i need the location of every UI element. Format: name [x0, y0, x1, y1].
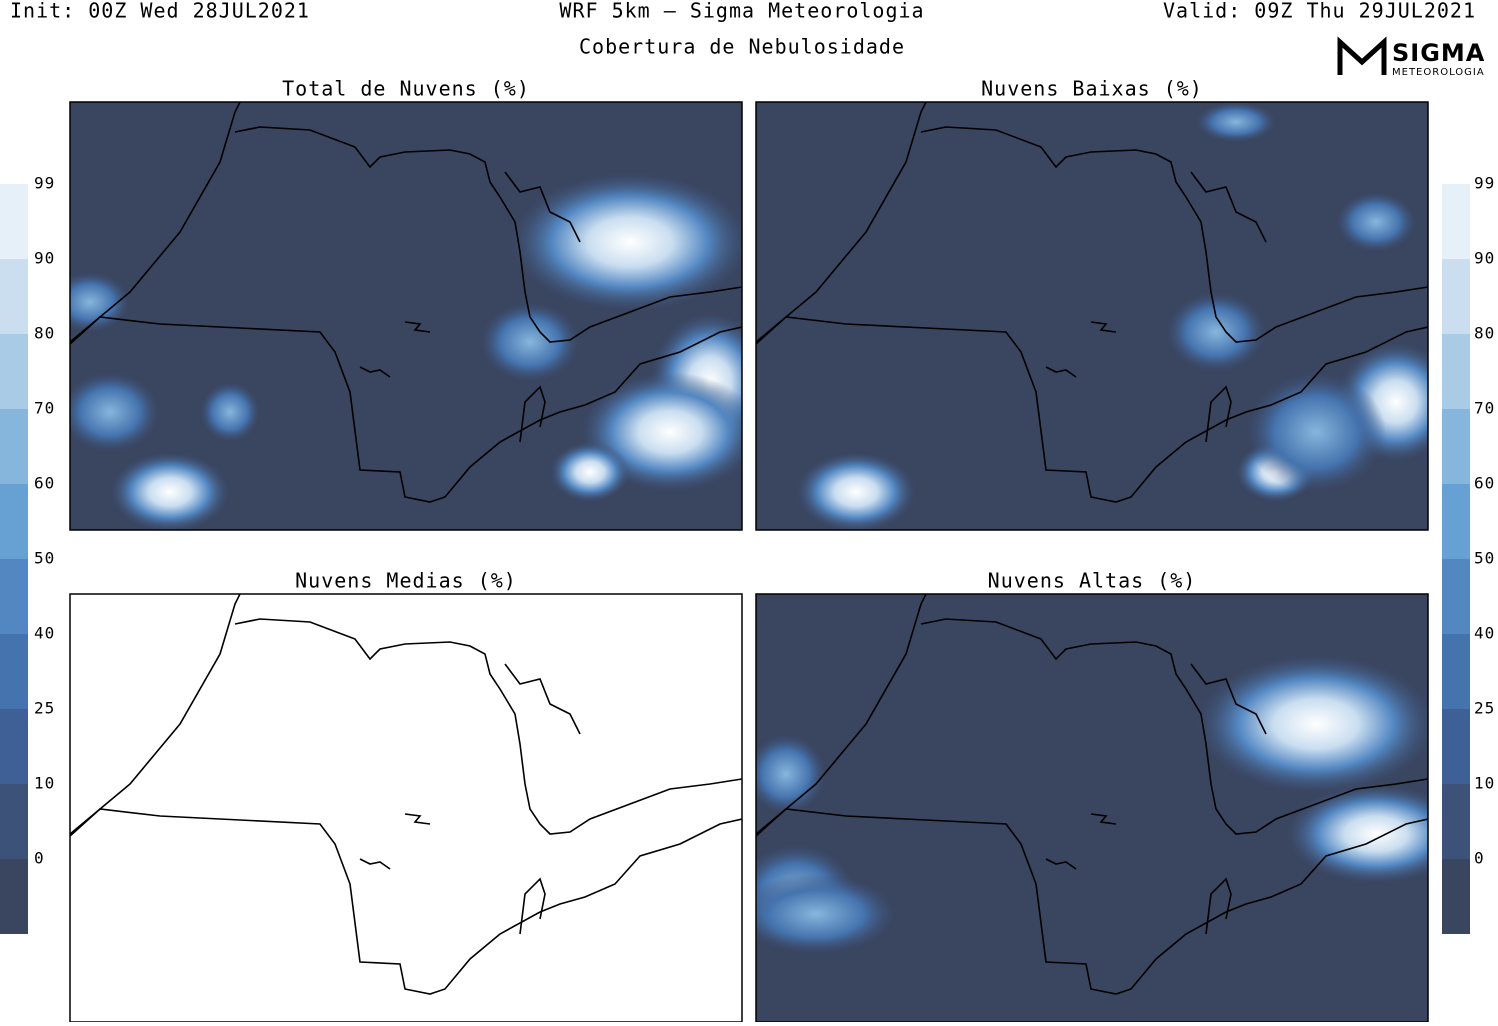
panel-title: Nuvens Altas (%): [988, 569, 1197, 593]
map-panel: Total de Nuvens (%): [69, 77, 743, 531]
colorbar-label: 25: [1474, 699, 1495, 718]
colorbar-band: [0, 709, 28, 784]
cloud-area: [1286, 784, 1428, 884]
colorbar-label: 60: [34, 474, 55, 493]
colorbar-label: 10: [1474, 774, 1495, 793]
colorbar-band: [1442, 859, 1470, 934]
cloud-area: [1246, 372, 1386, 492]
logo-text: SIGMA: [1392, 39, 1485, 67]
cloud-area: [1166, 292, 1266, 372]
colorbar-label: 90: [34, 249, 55, 268]
map-panel: Nuvens Baixas (%): [755, 77, 1429, 531]
colorbar-band: [1442, 259, 1470, 334]
colorbar-band: [0, 259, 28, 334]
map-panel: Nuvens Medias (%): [69, 569, 743, 1023]
subtitle: Cobertura de Nebulosidade: [579, 35, 905, 59]
cloud-area: [1196, 102, 1276, 142]
cloud-area: [1196, 654, 1428, 794]
cloud-area: [550, 442, 630, 502]
cloud-area: [510, 172, 742, 312]
header: Init: 00Z Wed 28JUL2021 WRF 5km — Sigma …: [10, 0, 1485, 78]
colorbar-band: [1442, 334, 1470, 409]
colorbar-label: 50: [34, 549, 55, 568]
colorbar-label: 50: [1474, 549, 1495, 568]
cloud-area: [110, 452, 230, 530]
model-title: WRF 5km — Sigma Meteorologia: [559, 0, 924, 23]
colorbar-band: [0, 859, 28, 934]
colorbar-label: 10: [34, 774, 55, 793]
colorbar-band: [0, 634, 28, 709]
cloud-area: [480, 302, 580, 382]
colorbar-label: 40: [34, 624, 55, 643]
colorbar-band: [1442, 559, 1470, 634]
logo-subtext: METEOROLOGIA: [1392, 67, 1485, 78]
colorbar-label: 80: [34, 324, 55, 343]
colorbar-label: 70: [1474, 399, 1495, 418]
map-panel: Nuvens Altas (%): [755, 569, 1429, 1023]
colorbar-band: [0, 409, 28, 484]
cloud-area: [200, 382, 260, 442]
colorbar-label: 99: [1474, 174, 1495, 193]
colorbar-band: [0, 484, 28, 559]
panel-title: Total de Nuvens (%): [282, 77, 530, 101]
colorbar-label: 0: [1474, 849, 1485, 868]
colorbar-label: 70: [34, 399, 55, 418]
colorbar-band: [1442, 709, 1470, 784]
colorbar-band: [1442, 784, 1470, 859]
colorbar-band: [1442, 634, 1470, 709]
colorbar-label: 60: [1474, 474, 1495, 493]
map-frame: [755, 101, 1429, 531]
init-time: Init: 00Z Wed 28JUL2021: [10, 0, 310, 23]
cloud-area: [796, 452, 916, 530]
colorbar-label: 25: [34, 699, 55, 718]
logo-mark: [1337, 36, 1387, 75]
map-frame: [69, 101, 743, 531]
colorbar-band: [0, 784, 28, 859]
valid-time: Valid: 09Z Thu 29JUL2021: [1163, 0, 1476, 23]
cloud-area: [756, 734, 826, 814]
cloud-area: [70, 372, 160, 452]
panel-title: Nuvens Baixas (%): [981, 77, 1203, 101]
colorbar-label: 80: [1474, 324, 1495, 343]
cloud-area: [70, 272, 130, 332]
colorbar-label: 90: [1474, 249, 1495, 268]
colorbar-label: 40: [1474, 624, 1495, 643]
colorbar-band: [0, 184, 28, 259]
colorbar-label: 0: [34, 849, 45, 868]
colorbar-band: [1442, 484, 1470, 559]
colorbar-band: [1442, 184, 1470, 259]
cloud-area: [1336, 192, 1416, 252]
panel-title: Nuvens Medias (%): [295, 569, 517, 593]
colorbar-band: [0, 334, 28, 409]
colorbar-band: [1442, 409, 1470, 484]
colorbar-label: 99: [34, 174, 55, 193]
colorbar-band: [0, 559, 28, 634]
map-background: [70, 594, 742, 1022]
cloud-area: [756, 874, 896, 954]
